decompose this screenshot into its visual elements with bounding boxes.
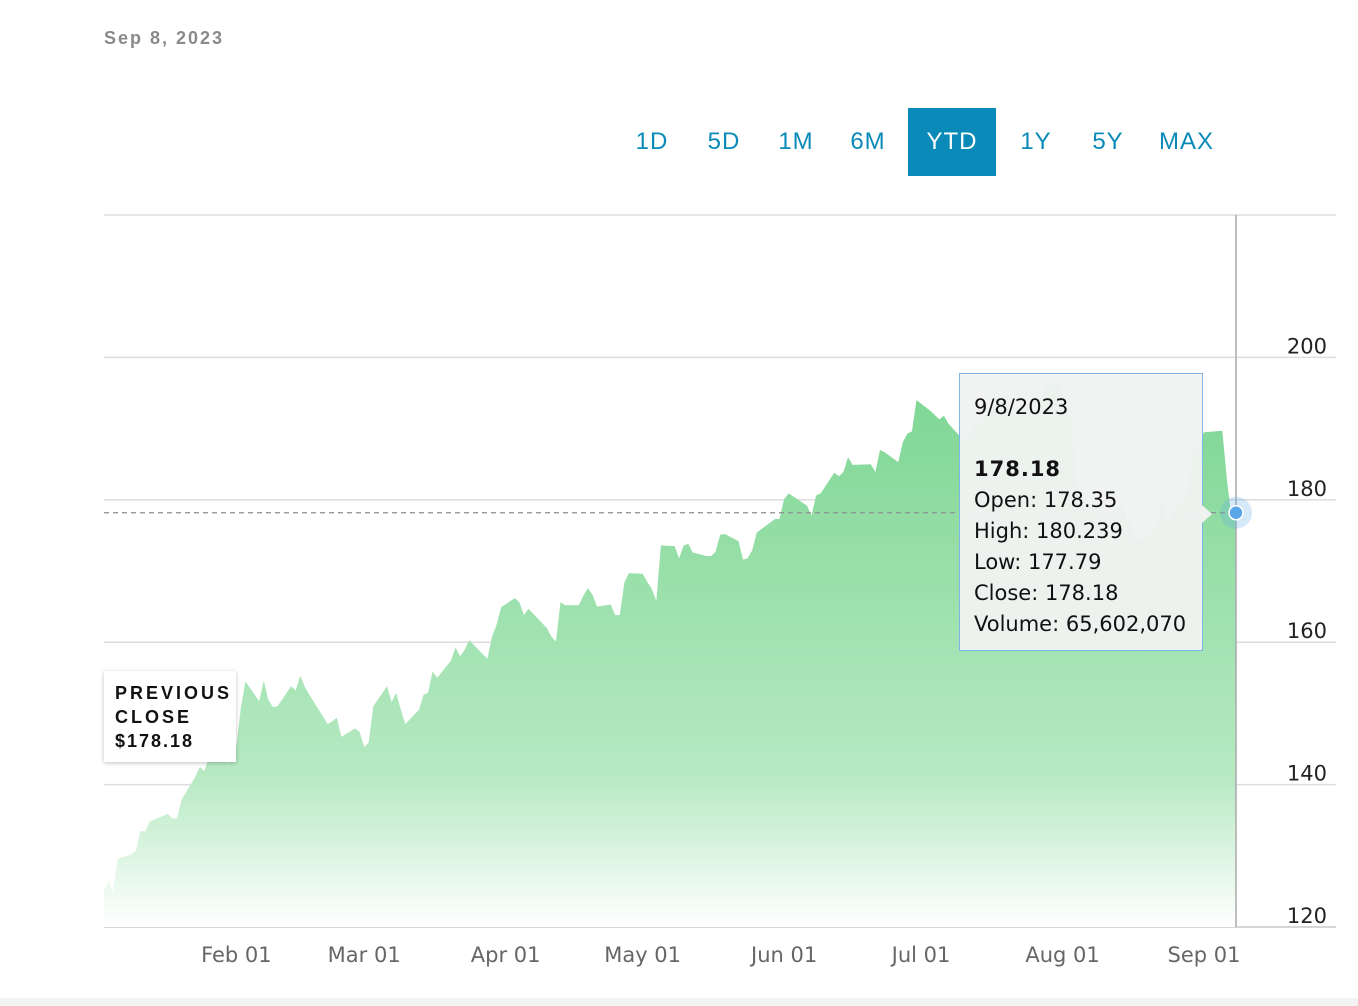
tooltip-pointer (1202, 505, 1212, 523)
y-tick-label: 200 (1287, 334, 1327, 358)
x-tick-label: Apr 01 (471, 943, 541, 967)
x-tick-label: Jul 01 (890, 943, 951, 967)
x-tick-label: May 01 (604, 943, 681, 967)
price-area (104, 383, 1236, 927)
previous-close-label: PREVIOUS CLOSE $178.18 (104, 671, 236, 762)
range-max-button[interactable]: MAX (1159, 128, 1215, 155)
y-tick-label: 120 (1287, 904, 1327, 928)
y-tick-label: 180 (1287, 477, 1327, 501)
y-tick-label: 140 (1287, 762, 1327, 786)
footer-strip (0, 998, 1358, 1006)
x-axis-ticks: Feb 01 Mar 01 Apr 01 May 01 Jun 01 Jul 01 Aug … (201, 943, 1240, 967)
range-1d-button[interactable]: 1D (635, 128, 669, 155)
range-ytd-button[interactable]: YTD (908, 108, 996, 176)
tooltip-volume: Volume: 65,602,070 (974, 612, 1187, 636)
range-selector: 1D 5D 1M 6M YTD 1Y 5Y MAX (620, 108, 1233, 176)
chart-date: Sep 8, 2023 (104, 28, 225, 48)
x-tick-label: Aug 01 (1025, 943, 1099, 967)
x-tick-label: Jun 01 (749, 943, 817, 967)
tooltip-open: Open: 178.35 (974, 488, 1118, 512)
previous-close-title-1: PREVIOUS (115, 683, 233, 703)
previous-close-title-2: CLOSE (115, 707, 193, 727)
tooltip-price: 178.18 (974, 457, 1062, 481)
y-tick-label: 160 (1287, 619, 1327, 643)
range-1y-button[interactable]: 1Y (1020, 128, 1052, 155)
y-axis-ticks: 120 140 160 180 200 (1287, 334, 1327, 928)
range-1m-button[interactable]: 1M (778, 128, 814, 155)
range-5d-button[interactable]: 5D (707, 128, 741, 155)
tooltip-close: Close: 178.18 (974, 581, 1119, 605)
x-tick-label: Sep 01 (1168, 943, 1241, 967)
range-6m-button[interactable]: 6M (850, 128, 886, 155)
range-5y-button[interactable]: 5Y (1092, 128, 1124, 155)
previous-close-value: $178.18 (115, 731, 195, 751)
tooltip-high: High: 180.239 (974, 519, 1123, 543)
tooltip-low: Low: 177.79 (974, 550, 1102, 574)
hover-point[interactable] (1228, 505, 1244, 521)
tooltip-date: 9/8/2023 (974, 395, 1069, 419)
x-tick-label: Feb 01 (201, 943, 272, 967)
price-tooltip: 9/8/2023 178.18 Open: 178.35 High: 180.2… (959, 373, 1203, 651)
x-tick-label: Mar 01 (328, 943, 401, 967)
